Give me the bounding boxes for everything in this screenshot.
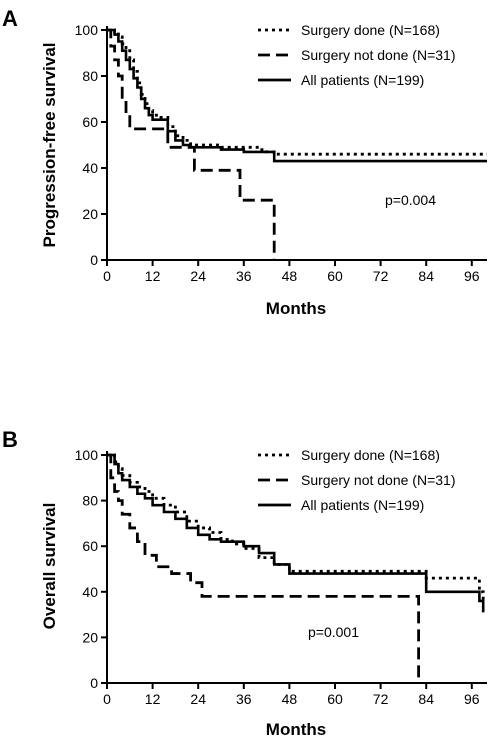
x-tick-label-a: 24 (190, 268, 206, 284)
legend-label-b-1: Surgery not done (N=31) (301, 472, 455, 488)
panel-a: A Progression-free survival Months p=0.0… (2, 6, 487, 318)
series-line-b-0 (107, 453, 485, 601)
axes-b: 0 20 40 60 80 100 0 12 24 36 48 60 72 84 96 (75, 447, 487, 707)
legend-label-a-1: Surgery not done (N=31) (301, 47, 455, 63)
legend-a: Surgery done (N=168) Surgery not done (N=… (258, 22, 455, 88)
x-tick-label-b: 24 (190, 691, 206, 707)
x-tick-label-a: 48 (282, 268, 298, 284)
y-tick-label-a: 60 (82, 114, 98, 130)
x-tick-label-b: 0 (103, 691, 111, 707)
y-tick-label-b: 100 (75, 447, 99, 463)
x-tick-label-a: 0 (103, 268, 111, 284)
legend-label-a-2: All patients (N=199) (301, 72, 424, 88)
y-tick-label-a: 20 (82, 206, 98, 222)
legend-b: Surgery done (N=168) Surgery not done (N=… (258, 447, 455, 513)
series-line-a-2 (107, 28, 487, 163)
y-tick-label-b: 20 (82, 629, 98, 645)
x-tick-label-b: 60 (327, 691, 343, 707)
x-tick-label-a: 96 (464, 268, 480, 284)
x-axis-label-a: Months (266, 299, 326, 318)
x-tick-label-a: 72 (373, 268, 389, 284)
legend-label-b-0: Surgery done (N=168) (301, 447, 440, 463)
x-tick-label-a: 60 (327, 268, 343, 284)
y-tick-label-b: 0 (90, 675, 98, 691)
x-tick-label-b: 96 (464, 691, 480, 707)
x-tick-label-b: 72 (373, 691, 389, 707)
axes-a: 0 20 40 60 80 100 0 12 24 36 48 60 72 84 96 (75, 22, 487, 284)
series-line-a-1 (107, 28, 276, 260)
panel-b: B Overall survival Months p=0.001 0 20 40 6… (2, 427, 487, 739)
series-line-b-2 (107, 453, 485, 613)
y-tick-label-a: 80 (82, 68, 98, 84)
x-tick-label-b: 36 (236, 691, 252, 707)
p-value-a: p=0.004 (385, 192, 436, 208)
x-tick-label-b: 12 (145, 691, 161, 707)
y-axis-label-b: Overall survival (40, 503, 59, 630)
panel-label-b: B (2, 427, 18, 452)
y-tick-label-a: 100 (75, 22, 99, 38)
series-line-a-0 (107, 28, 487, 156)
x-tick-label-b: 84 (418, 691, 434, 707)
y-tick-label-a: 0 (90, 252, 98, 268)
y-tick-label-a: 40 (82, 160, 98, 176)
x-tick-label-a: 84 (418, 268, 434, 284)
x-axis-label-b: Months (266, 720, 326, 739)
y-tick-label-b: 80 (82, 493, 98, 509)
x-tick-label-a: 12 (145, 268, 161, 284)
panel-label-a: A (2, 6, 18, 31)
y-tick-label-b: 40 (82, 584, 98, 600)
x-tick-label-a: 36 (236, 268, 252, 284)
curves-a (107, 28, 487, 260)
y-tick-label-b: 60 (82, 538, 98, 554)
y-axis-label-a: Progression-free survival (40, 42, 59, 247)
legend-label-a-0: Surgery done (N=168) (301, 22, 440, 38)
x-tick-label-b: 48 (282, 691, 298, 707)
p-value-b: p=0.001 (308, 624, 359, 640)
curves-b (107, 453, 485, 683)
series-line-b-1 (107, 453, 420, 683)
legend-label-b-2: All patients (N=199) (301, 497, 424, 513)
